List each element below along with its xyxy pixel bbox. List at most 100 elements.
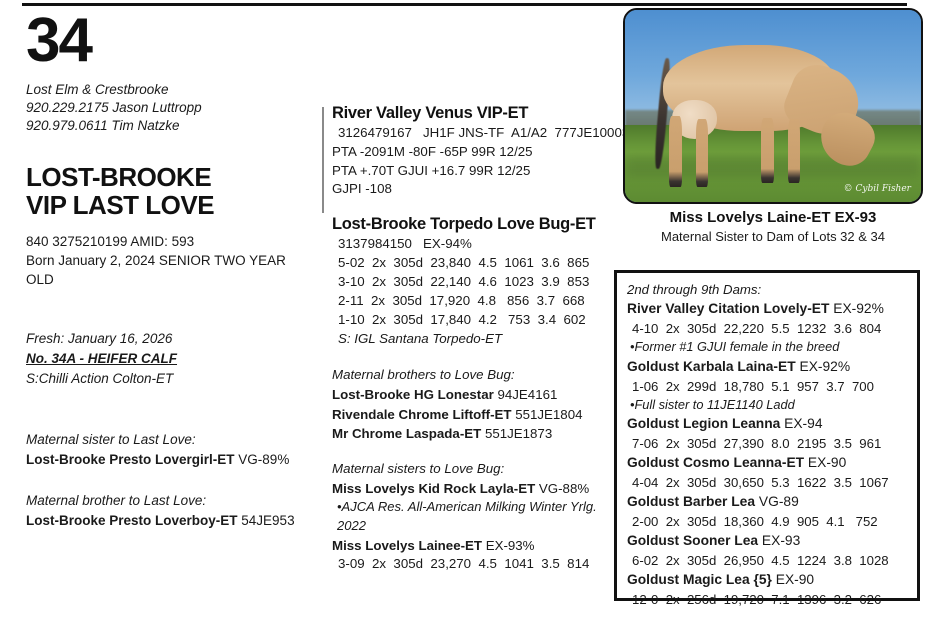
maternal-brother-block: Maternal brother to Last Love: Lost-Broo… <box>26 491 316 530</box>
dam-entry-note: •Full sister to 11JE1140 Ladd <box>630 396 795 412</box>
dam-entry-record: 4-10 2x 305d 22,220 5.5 1232 3.6 804 <box>632 321 882 337</box>
dam-entry-record: 6-02 2x 305d 26,950 4.5 1224 3.8 1028 <box>632 552 889 568</box>
jersey-cow-figure <box>625 10 921 202</box>
maternal-sisters-label: Maternal sisters to Love Bug: <box>332 461 505 477</box>
photo-credit: © Cybil Fisher <box>843 184 911 194</box>
maternal-brother-code: 54JE953 <box>237 512 295 528</box>
cow-leg <box>669 115 682 187</box>
sire-gjpi-line: GJPI -108 <box>332 181 392 197</box>
dams-box: 2nd through 9th Dams: River Valley Citat… <box>614 270 920 607</box>
spacer <box>332 199 614 215</box>
pedigree-column: River Valley Venus VIP-ET 3126479167 JH1… <box>332 104 630 574</box>
dam-id-line: 3137984150 EX-94% <box>338 236 472 252</box>
dam-entry-name: Goldust Karbala Laina-ET EX-92% <box>627 357 909 377</box>
sister-award-note: •AJCA Res. All-American Milking Winter Y… <box>337 499 597 534</box>
sister-score: EX-93% <box>482 538 535 554</box>
middle-column-rule <box>322 107 324 213</box>
registration-id-line: 840 3275210199 AMID: 593 <box>26 233 195 249</box>
consignor-block: Lost Elm & Crestbrooke 920.229.2175 Jaso… <box>26 81 316 135</box>
dam-entry-record: 7-06 2x 305d 27,390 8.0 2195 3.5 961 <box>632 435 882 451</box>
maternal-sister-item: Miss Lovelys Lainee-ET EX-93% <box>332 536 614 555</box>
sire-name: River Valley Venus VIP-ET <box>332 104 529 122</box>
dam-record-row: 2-11 2x 305d 17,920 4.8 856 3.7 668 <box>338 292 585 308</box>
maternal-sister-block: Maternal sister to Last Love: Lost-Brook… <box>26 430 316 469</box>
heifer-calf-lot: No. 34A - HEIFER CALF <box>26 350 178 366</box>
maternal-brother-item: Rivendale Chrome Liftoff-ET 551JE1804 <box>332 405 614 424</box>
dam-record-row: 1-10 2x 305d 17,840 4.2 753 3.4 602 <box>338 311 586 327</box>
fresh-date: Fresh: January 16, 2026 <box>26 331 173 347</box>
dam-entry-name: Goldust Magic Lea {5} EX-90 <box>627 570 909 590</box>
maternal-brother-label: Maternal brother to Last Love: <box>26 493 207 509</box>
maternal-sister-name: Lost-Brooke Presto Lovergirl-ET <box>26 451 235 467</box>
brother-code: 94JE4161 <box>493 387 558 403</box>
maternal-sister-entry: Lost-Brooke Presto Lovergirl-ET VG-89% <box>26 450 316 470</box>
dam-entry-title: Goldust Karbala Laina-ET <box>627 358 796 374</box>
consignor-phone-2: 920.979.0611 Tim Natzke <box>26 117 180 133</box>
dam-entry-note: •Former #1 GJUI female in the breed <box>630 339 840 355</box>
photo-caption-subtitle: Maternal Sister to Dam of Lots 32 & 34 <box>661 228 885 244</box>
maternal-brothers-label: Maternal brothers to Love Bug: <box>332 367 515 383</box>
animal-name-line-1: LOST-BROOKE <box>26 161 212 192</box>
dam-record-row: 5-02 2x 305d 23,840 4.5 1061 3.6 865 <box>338 254 590 270</box>
dam-entry-score: EX-93 <box>758 532 801 548</box>
spacer <box>332 443 614 459</box>
cow-photo: © Cybil Fisher <box>623 8 923 204</box>
maternal-brother-item: Lost-Brooke HG Lonestar 94JE4161 <box>332 385 614 404</box>
dams-box-title: 2nd through 9th Dams: <box>627 282 762 297</box>
sister-score: VG-88% <box>535 481 590 497</box>
fresh-block: Fresh: January 16, 2026 No. 34A - HEIFER… <box>26 329 316 388</box>
spacer <box>332 349 614 365</box>
photo-caption-block: Miss Lovelys Laine-ET EX-93 Maternal Sis… <box>623 208 923 245</box>
dam-entry-score: EX-94 <box>780 415 823 431</box>
cow-leg <box>696 119 709 187</box>
brother-code: 551JE1873 <box>481 425 553 441</box>
dam-entry-title: Goldust Magic Lea {5} <box>627 571 772 587</box>
dam-entry-score: EX-90 <box>804 454 847 470</box>
maternal-brother-item: Mr Chrome Laspada-ET 551JE1873 <box>332 424 614 443</box>
lot-number: 34 <box>26 6 93 75</box>
consignor-name: Lost Elm & Crestbrooke <box>26 81 169 97</box>
dam-entry-title: River Valley Citation Lovely-ET <box>627 301 830 317</box>
cow-leg <box>787 119 801 183</box>
sire-pta-milk-line: PTA -2091M -80F -65P 99R 12/25 <box>332 143 533 159</box>
dam-entry-record: 12-0 2x 256d 19,720 7.1 1396 3.2 626 <box>632 591 882 607</box>
birth-date-line: Born January 2, 2024 SENIOR TWO YEAR OLD <box>26 253 286 288</box>
dam-entry-record: 1-06 2x 299d 18,780 5.1 957 3.7 700 <box>632 378 874 394</box>
dam-record-row: 3-10 2x 305d 22,140 4.6 1023 3.9 853 <box>338 273 590 289</box>
photo-caption-title: Miss Lovelys Laine-ET EX-93 <box>669 209 877 226</box>
sister-name: Miss Lovelys Kid Rock Layla-ET <box>332 481 536 497</box>
dam-entry-score: EX-92% <box>829 301 884 317</box>
dam-entry-score: EX-92% <box>795 358 851 374</box>
dam-name: Lost-Brooke Torpedo Love Bug-ET <box>332 215 596 234</box>
dam-entry-score: EX-90 <box>771 571 815 587</box>
dam-entry-title: Goldust Cosmo Leanna-ET <box>627 454 805 470</box>
heifer-calf-sire: S:Chilli Action Colton-ET <box>26 370 174 386</box>
maternal-sister-item: Miss Lovelys Kid Rock Layla-ET VG-88% <box>332 479 614 498</box>
animal-name: LOST-BROOKE VIP LAST LOVE <box>26 163 316 220</box>
brother-name: Rivendale Chrome Liftoff-ET <box>332 406 512 422</box>
dam-entry-name: River Valley Citation Lovely-ET EX-92% <box>627 299 909 319</box>
sire-id-line: 3126479167 JH1F JNS-TF A1/A2 777JE10003 <box>338 124 630 140</box>
brother-name: Mr Chrome Laspada-ET <box>332 425 482 441</box>
brother-name: Lost-Brooke HG Lonestar <box>332 387 494 403</box>
sister-record-row: 3-09 2x 305d 23,270 4.5 1041 3.5 814 <box>338 556 590 572</box>
dam-entry-name: Goldust Barber Lea VG-89 <box>627 492 909 512</box>
dam-entry-score: VG-89 <box>755 493 799 509</box>
animal-id-block: 840 3275210199 AMID: 593 Born January 2,… <box>26 232 316 289</box>
dam-entry-title: Goldust Barber Lea <box>627 493 756 509</box>
cow-leg <box>761 117 774 183</box>
sister-name: Miss Lovelys Lainee-ET <box>332 538 483 554</box>
lot-info-column: 34 Lost Elm & Crestbrooke 920.229.2175 J… <box>26 6 316 530</box>
dam-entry-name: Goldust Sooner Lea EX-93 <box>627 531 909 551</box>
dam-entry-record: 2-00 2x 305d 18,360 4.9 905 4.1 752 <box>632 513 878 529</box>
sire-pta-type-line: PTA +.70T GJUI +16.7 99R 12/25 <box>332 162 531 178</box>
maternal-sister-label: Maternal sister to Last Love: <box>26 432 196 448</box>
dam-entry-name: Goldust Cosmo Leanna-ET EX-90 <box>627 453 909 473</box>
cow-photo-frame: © Cybil Fisher <box>623 8 923 204</box>
consignor-phone-1: 920.229.2175 Jason Luttropp <box>26 99 202 115</box>
dam-entry-title: Goldust Sooner Lea <box>627 532 759 548</box>
brother-code: 551JE1804 <box>511 406 583 422</box>
dam-entry-name: Goldust Legion Leanna EX-94 <box>627 414 909 434</box>
maternal-brother-entry: Lost-Brooke Presto Loverboy-ET 54JE953 <box>26 511 316 531</box>
